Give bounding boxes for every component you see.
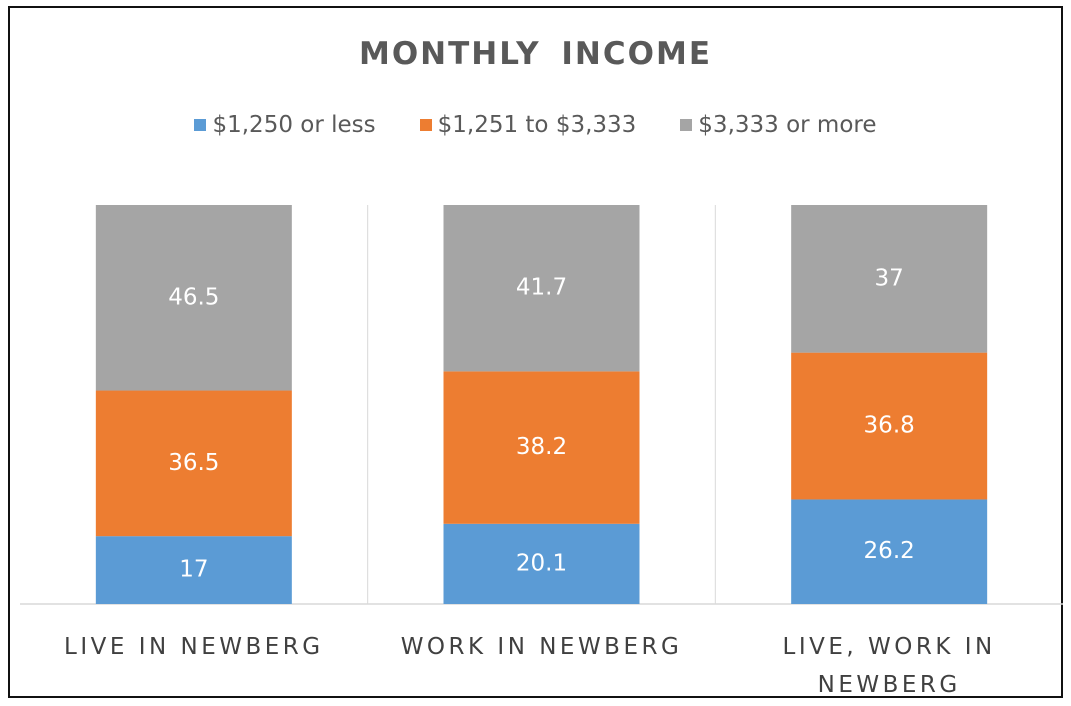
value-label: 20.1 [516, 550, 567, 576]
chart-title: MONTHLY INCOME [358, 36, 712, 72]
bar-segment [791, 205, 988, 353]
legend-label: $1,250 or less [212, 112, 376, 138]
value-label: 38.2 [516, 434, 567, 460]
bar-segment [791, 499, 988, 604]
legend-item: $3,333 or more [680, 112, 877, 138]
bar-segment [95, 390, 292, 537]
bar-segment [443, 523, 640, 604]
value-label: 37 [875, 265, 904, 291]
bar-segment [791, 352, 988, 500]
value-label: 17 [179, 557, 208, 583]
x-tick-label: LIVE, WORK IN NEWBERG [782, 634, 996, 698]
x-tick-label: WORK IN NEWBERG [400, 634, 683, 660]
frame [8, 6, 1063, 698]
legend-swatch [194, 119, 207, 131]
value-label: 41.7 [516, 275, 567, 301]
value-label: 36.5 [168, 450, 219, 476]
bar-segment [95, 536, 292, 604]
bar-segment [443, 371, 640, 524]
legend-swatch [680, 119, 693, 131]
legend-label: $3,333 or more [698, 112, 877, 138]
bar-segment [443, 205, 640, 372]
value-label: 46.5 [168, 284, 219, 310]
legend: $1,250 or less $1,251 to $3,333 $3,333 or … [0, 112, 1071, 138]
legend-item: $1,251 to $3,333 [419, 112, 637, 138]
legend-label: $1,251 to $3,333 [437, 112, 637, 138]
value-label: 26.2 [864, 538, 915, 564]
value-label: 36.8 [864, 413, 915, 439]
x-tick-label: LIVE IN NEWBERG [64, 634, 324, 660]
legend-item: $1,250 or less [194, 112, 376, 138]
bar-segment [95, 205, 292, 391]
legend-swatch [419, 119, 432, 131]
